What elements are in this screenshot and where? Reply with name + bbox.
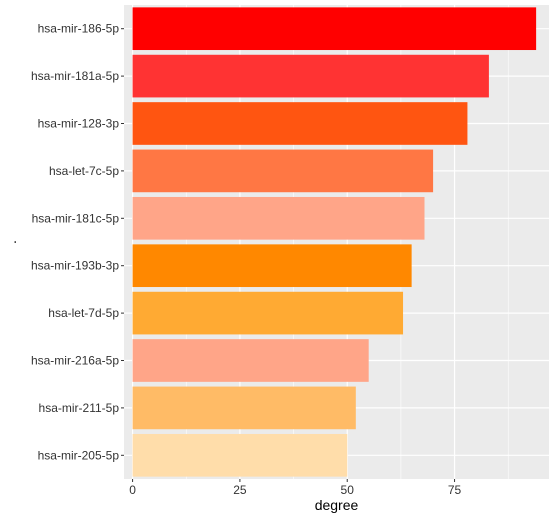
y-tick-label: hsa-mir-205-5p <box>38 448 120 462</box>
x-tick-label: 50 <box>341 483 355 497</box>
bar-hsa-mir-205-5p <box>132 433 348 477</box>
x-tick-label: 75 <box>448 483 462 497</box>
bar-hsa-mir-193b-3p <box>132 244 412 288</box>
y-tick-label: hsa-mir-211-5p <box>39 401 120 415</box>
bar-hsa-mir-186-5p <box>132 7 537 51</box>
y-tick-label: hsa-mir-128-3p <box>38 117 120 131</box>
y-axis-title: . <box>3 240 19 244</box>
y-tick-label: hsa-mir-193b-3p <box>31 259 119 273</box>
bar-hsa-mir-181a-5p <box>132 54 489 98</box>
bar-hsa-mir-211-5p <box>132 386 356 430</box>
x-tick-label: 0 <box>129 483 136 497</box>
y-tick-label: hsa-let-7d-5p <box>48 306 119 320</box>
x-tick-label: 25 <box>233 483 247 497</box>
y-tick-label: hsa-mir-216a-5p <box>31 354 119 368</box>
y-axis: hsa-mir-186-5p hsa-mir-181a-5p hsa-mir-128… <box>31 22 124 462</box>
bar-hsa-let-7c-5p <box>132 149 434 193</box>
bar-hsa-mir-216a-5p <box>132 339 369 382</box>
x-axis: 0 25 50 75 <box>129 479 462 497</box>
y-tick-label: hsa-mir-181a-5p <box>31 69 119 83</box>
bar-hsa-mir-181c-5p <box>132 196 425 240</box>
bar-hsa-mir-128-3p <box>132 102 468 145</box>
bars <box>132 7 537 477</box>
x-axis-title: degree <box>315 497 359 513</box>
y-tick-label: hsa-mir-186-5p <box>38 22 120 36</box>
bar-hsa-let-7d-5p <box>132 291 404 335</box>
y-tick-label: hsa-let-7c-5p <box>49 164 119 178</box>
y-tick-label: hsa-mir-181c-5p <box>32 211 120 225</box>
